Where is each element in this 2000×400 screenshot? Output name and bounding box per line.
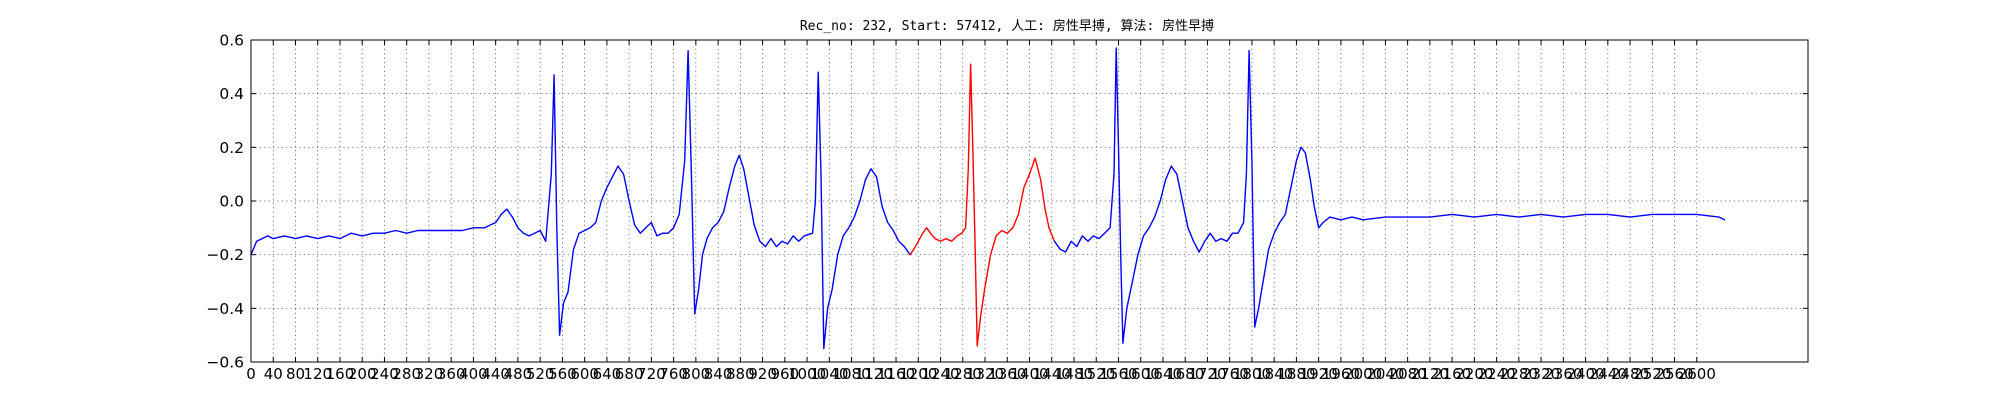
x-tick-label: 240: [370, 365, 399, 383]
x-tick-label: 1600: [1122, 365, 1160, 383]
x-tick-label: 760: [659, 365, 688, 383]
x-tick-label: 2120: [1411, 365, 1449, 383]
x-tick-label: 520: [526, 365, 555, 383]
x-tick-label: 160: [326, 365, 355, 383]
x-tick-label: 640: [593, 365, 622, 383]
x-tick-label: 920: [748, 365, 777, 383]
ecg-trace-red: [909, 63, 1056, 347]
ecg-trace-blue: [250, 50, 911, 350]
x-tick-label: 960: [771, 365, 800, 383]
y-tick-label: 0.2: [219, 139, 244, 157]
x-tick-label: 1800: [1233, 365, 1271, 383]
x-tick-label: 480: [504, 365, 533, 383]
x-tick-label: 1000: [788, 365, 826, 383]
x-tick-label: 2080: [1389, 365, 1427, 383]
x-tick-label: 1840: [1255, 365, 1293, 383]
x-tick-label: 1120: [855, 365, 893, 383]
x-tick-label: 1640: [1144, 365, 1182, 383]
y-tick-label: 0.4: [219, 85, 244, 103]
ecg-trace: [250, 47, 1726, 350]
x-tick-label: 2240: [1478, 365, 1516, 383]
x-tick-label: 80: [286, 365, 305, 383]
grid: [251, 40, 1808, 362]
x-tick-label: 1760: [1211, 365, 1249, 383]
x-tick-label: 320: [415, 365, 444, 383]
x-tick-label: 1400: [1010, 365, 1048, 383]
x-tick-label: 2600: [1678, 365, 1716, 383]
x-tick-label: 1240: [921, 365, 959, 383]
x-tick-label: 1320: [966, 365, 1004, 383]
x-tick-label: 1080: [832, 365, 870, 383]
x-tick-label: 200: [348, 365, 377, 383]
x-tick-label: 2480: [1611, 365, 1649, 383]
x-tick-label: 0: [246, 365, 256, 383]
axis-ticks: [250, 39, 1808, 363]
y-tick-label: −0.2: [206, 246, 244, 264]
x-tick-label: 1560: [1099, 365, 1137, 383]
x-tick-label: 2200: [1455, 365, 1493, 383]
x-tick-label: 1960: [1322, 365, 1360, 383]
x-tick-label: 280: [392, 365, 421, 383]
y-tick-label: −0.6: [206, 354, 244, 372]
x-tick-label: 1720: [1188, 365, 1226, 383]
x-tick-label: 2000: [1344, 365, 1382, 383]
x-tick-label: 2520: [1633, 365, 1671, 383]
x-tick-label: 680: [615, 365, 644, 383]
x-tick-label: 2160: [1433, 365, 1471, 383]
x-tick-label: 2360: [1544, 365, 1582, 383]
x-tick-label: 1280: [944, 365, 982, 383]
x-tick-label: 1440: [1033, 365, 1071, 383]
x-tick-label: 1040: [810, 365, 848, 383]
x-tick-label: 840: [704, 365, 733, 383]
x-tick-label: 2280: [1500, 365, 1538, 383]
y-axis-tick-labels: −0.6 −0.4 −0.2 0.0 0.2 0.4 0.6: [206, 32, 244, 372]
ecg-trace-blue: [1053, 47, 1726, 344]
x-tick-label: 1200: [899, 365, 937, 383]
x-tick-label: 2400: [1566, 365, 1604, 383]
x-tick-label: 2320: [1522, 365, 1560, 383]
x-tick-label: 1480: [1055, 365, 1093, 383]
x-tick-label: 400: [459, 365, 488, 383]
x-tick-label: 1680: [1166, 365, 1204, 383]
x-tick-label: 1920: [1300, 365, 1338, 383]
x-tick-label: 440: [481, 365, 510, 383]
x-tick-label: 1360: [988, 365, 1026, 383]
x-tick-label: 880: [726, 365, 755, 383]
x-tick-label: 2040: [1366, 365, 1404, 383]
y-tick-label: 0.6: [219, 32, 244, 50]
x-tick-label: 1520: [1077, 365, 1115, 383]
x-tick-label: 360: [437, 365, 466, 383]
x-tick-label: 1160: [877, 365, 915, 383]
x-tick-label: 800: [682, 365, 711, 383]
x-tick-label: 120: [303, 365, 332, 383]
x-tick-label: 560: [548, 365, 577, 383]
x-tick-label: 2440: [1589, 365, 1627, 383]
x-tick-label: 600: [570, 365, 599, 383]
x-tick-label: 40: [264, 365, 283, 383]
y-tick-label: 0.0: [219, 193, 244, 211]
chart-title: Rec_no: 232, Start: 57412, 人工: 房性早搏, 算法:…: [800, 18, 1214, 34]
y-tick-label: −0.4: [206, 300, 244, 318]
x-tick-label: 1880: [1277, 365, 1315, 383]
x-tick-label: 720: [637, 365, 666, 383]
x-tick-label: 2560: [1655, 365, 1693, 383]
x-axis-tick-labels: 0 40 8012016020024028032036040044048052056…: [246, 365, 1716, 383]
